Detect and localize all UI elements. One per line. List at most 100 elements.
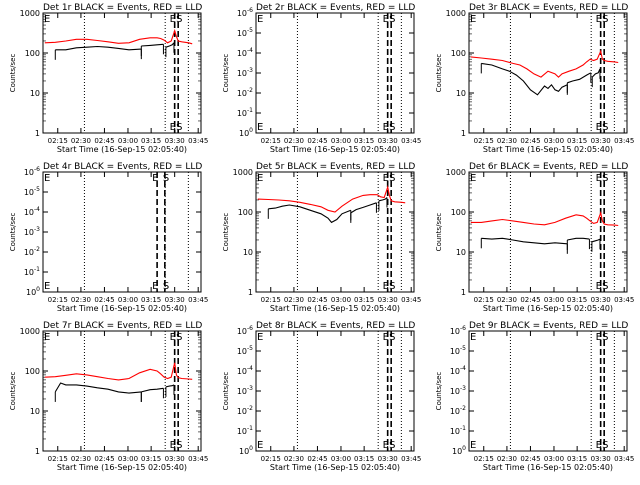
plot-frame <box>42 12 202 134</box>
e-marker-label: E <box>44 332 50 343</box>
s-marker-label: S <box>602 14 608 25</box>
x-tick-label: 03:00 <box>331 455 351 463</box>
x-tick-label: 03:30 <box>591 296 611 304</box>
x-tick-label: 03:45 <box>401 296 421 304</box>
y-tick-label: 100 <box>451 49 466 58</box>
y-tick-label: 10 <box>456 89 466 98</box>
x-tick-label: 03:45 <box>188 455 208 463</box>
plot-frame <box>468 12 628 134</box>
e-marker-label: E <box>257 173 263 184</box>
x-tick-label: 03:15 <box>354 296 374 304</box>
x-tick-label: 03:45 <box>188 137 208 145</box>
y-tick-label: 10-4 <box>24 206 40 217</box>
panel-det-8: Det 8r BLACK = Events, RED = LLD 100 10-1 1… <box>222 321 421 472</box>
plot-frame <box>255 330 415 452</box>
s-marker-label: S <box>176 440 182 451</box>
y-axis-title: Counts/sec <box>435 213 443 252</box>
x-tick-label: 02:30 <box>284 455 304 463</box>
y-tick-label: 1000 <box>446 168 466 177</box>
x-tick-label: 03:15 <box>567 137 587 145</box>
y-tick-label: 1000 <box>20 327 40 336</box>
y-tick-label: 10-6 <box>450 325 466 336</box>
x-tick-label: 03:30 <box>591 137 611 145</box>
x-tick-label: 03:00 <box>118 455 138 463</box>
y-tick-label: 1 <box>461 288 466 297</box>
x-axis-title: Start Time (16-Sep-15 02:05:40) <box>270 463 400 472</box>
x-tick-label: 03:30 <box>165 455 185 463</box>
x-tick-label: 03:15 <box>567 455 587 463</box>
x-tick-label: 02:30 <box>71 296 91 304</box>
e-marker-label: E <box>470 173 476 184</box>
y-tick-label: 100 <box>452 445 466 456</box>
x-tick-label: 02:45 <box>520 296 540 304</box>
panel-det-4: Det 4r BLACK = Events, RED = LLD 100 10-1 1… <box>9 162 208 313</box>
x-axis-title: Start Time (16-Sep-15 02:05:40) <box>270 145 400 154</box>
x-tick-label: 03:00 <box>118 296 138 304</box>
x-axis-title: Start Time (16-Sep-15 02:05:40) <box>57 463 187 472</box>
x-tick-label: 03:45 <box>401 455 421 463</box>
x-tick-label: 02:15 <box>474 296 494 304</box>
x-tick-label: 03:00 <box>331 296 351 304</box>
panel-title: Det 2r BLACK = Events, RED = LLD <box>256 3 415 13</box>
x-tick-label: 02:15 <box>48 137 68 145</box>
e-marker-label: E <box>257 14 263 25</box>
x-axis-title: Start Time (16-Sep-15 02:05:40) <box>57 145 187 154</box>
x-axis-title: Start Time (16-Sep-15 02:05:40) <box>483 304 613 313</box>
s-marker-label: S <box>163 281 169 292</box>
y-tick-label: 100 <box>25 49 40 58</box>
e-marker-label: E <box>152 281 158 292</box>
y-tick-label: 100 <box>239 445 253 456</box>
x-tick-label: 02:30 <box>71 137 91 145</box>
panel-det-6: Det 6r BLACK = Events, RED = LLD 1 10 100 10… <box>435 162 634 313</box>
events-series-line <box>141 387 164 393</box>
s-marker-label: S <box>389 173 395 184</box>
x-tick-label: 02:30 <box>497 137 517 145</box>
x-tick-label: 02:30 <box>284 137 304 145</box>
y-tick-label: 10-6 <box>237 7 253 18</box>
y-tick-label: 100 <box>451 208 466 217</box>
y-axis-title: Counts/sec <box>222 372 230 411</box>
events-series-line <box>141 43 164 47</box>
events-series-line <box>567 237 590 241</box>
y-tick-label: 1 <box>35 129 40 138</box>
s-marker-label: S <box>389 332 395 343</box>
y-tick-label: 1 <box>248 288 253 297</box>
panel-title: Det 9r BLACK = Events, RED = LLD <box>469 321 628 331</box>
x-tick-label: 02:15 <box>48 296 68 304</box>
x-tick-label: 03:45 <box>614 455 634 463</box>
e-marker-label: E <box>383 332 389 343</box>
y-tick-label: 1 <box>35 447 40 456</box>
e-marker-label: E <box>383 122 389 133</box>
x-tick-label: 02:15 <box>474 137 494 145</box>
e-marker-label: E <box>470 332 476 343</box>
x-axis-title: Start Time (16-Sep-15 02:05:40) <box>270 304 400 313</box>
x-tick-label: 03:45 <box>614 296 634 304</box>
e-marker-label: E <box>170 122 176 133</box>
y-tick-label: 1000 <box>446 9 466 18</box>
y-tick-label: 10-4 <box>237 47 253 58</box>
x-tick-label: 02:30 <box>497 296 517 304</box>
panel-det-2: Det 2r BLACK = Events, RED = LLD 100 10-1 1… <box>222 3 421 154</box>
y-axis-title: Counts/sec <box>435 372 443 411</box>
events-series-line <box>350 202 377 214</box>
panel-det-7: Det 7r BLACK = Events, RED = LLD 1 10 100 10… <box>9 321 208 472</box>
e-marker-label: E <box>383 173 389 184</box>
lld-series-line <box>470 49 619 78</box>
s-marker-label: S <box>176 332 182 343</box>
x-tick-label: 03:00 <box>118 137 138 145</box>
y-tick-label: 10-1 <box>237 107 253 118</box>
x-tick-label: 03:00 <box>544 455 564 463</box>
x-tick-label: 02:45 <box>307 296 327 304</box>
s-marker-label: S <box>389 281 395 292</box>
s-marker-label: S <box>176 14 182 25</box>
x-axis-title: Start Time (16-Sep-15 02:05:40) <box>57 304 187 313</box>
x-tick-label: 03:15 <box>567 296 587 304</box>
e-marker-label: E <box>44 14 50 25</box>
e-marker-label: E <box>596 281 602 292</box>
e-marker-label: E <box>257 332 263 343</box>
y-tick-label: 100 <box>26 286 40 297</box>
events-series-line <box>481 62 568 96</box>
x-tick-label: 03:45 <box>401 137 421 145</box>
